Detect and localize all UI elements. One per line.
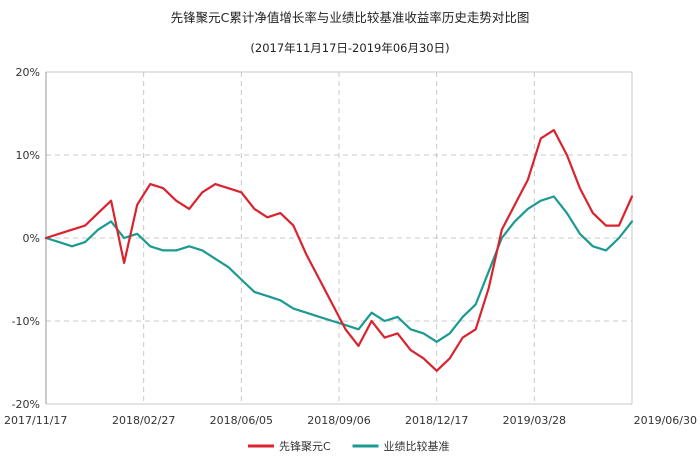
legend: 先锋聚元C 业绩比较基准 [248, 439, 450, 453]
series-line-benchmark [44, 195, 634, 343]
x-tick-label: 2019/06/30 [634, 414, 697, 427]
y-tick-label: 0% [23, 232, 40, 245]
x-tick-label: 2018/06/05 [210, 414, 273, 427]
series-lines [44, 129, 634, 372]
x-tick-label: 2019/03/28 [503, 414, 566, 427]
y-tick-label: 20% [16, 66, 40, 79]
axes: 20% 10% 0% -10% -20% 2017/11/17 2018/02/27 2018… [4, 66, 697, 427]
y-tick-label: 10% [16, 149, 40, 162]
x-tick-label: 2017/11/17 [4, 414, 67, 427]
legend-label: 先锋聚元C [279, 440, 331, 453]
y-tick-label: -10% [12, 315, 40, 328]
x-tick-label: 2018/09/06 [307, 414, 370, 427]
chart-title: 先锋聚元C累计净值增长率与业绩比较基准收益率历史走势对比图 [171, 10, 530, 25]
x-tick-label: 2018/02/27 [112, 414, 175, 427]
x-tick-label: 2018/12/17 [405, 414, 468, 427]
legend-label: 业绩比较基准 [384, 439, 450, 453]
y-tick-label: -20% [12, 398, 40, 411]
series-line-fund [44, 129, 634, 372]
grid [46, 71, 633, 405]
chart-subtitle: (2017年11月17日-2019年06月30日) [250, 41, 449, 55]
